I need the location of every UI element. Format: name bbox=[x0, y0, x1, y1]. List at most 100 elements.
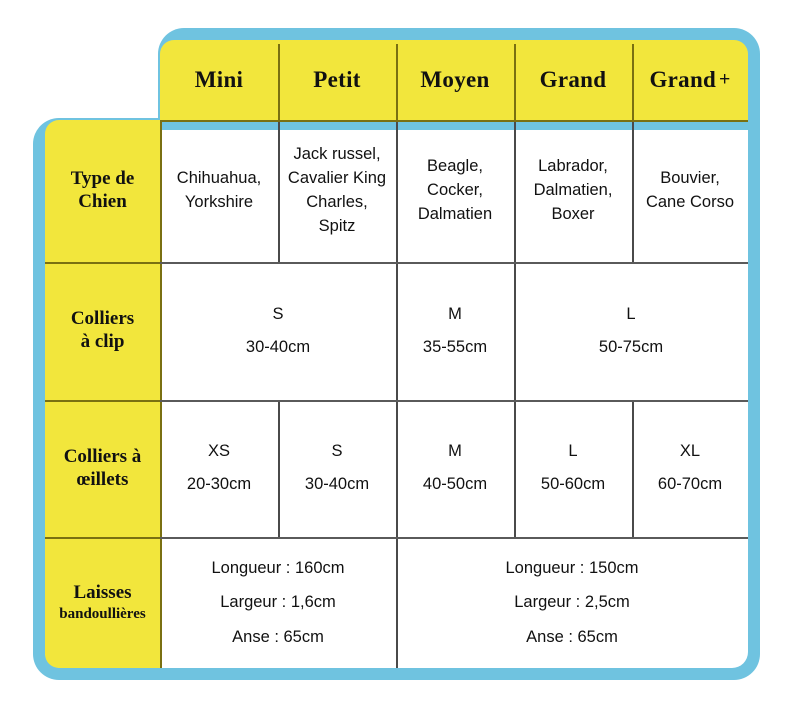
grid-hline bbox=[45, 537, 160, 539]
cell-line: Longueur : 160cm bbox=[211, 558, 345, 577]
cell-range: 30-40cm bbox=[245, 337, 311, 356]
cell-line: Cocker, bbox=[427, 181, 483, 200]
grid-vline bbox=[632, 400, 634, 537]
cell-line: Yorkshire bbox=[184, 193, 254, 211]
cell-line: Cavalier King bbox=[287, 169, 387, 188]
cell-line: Spitz bbox=[318, 216, 356, 235]
label-column-background bbox=[45, 120, 160, 668]
grid-vline bbox=[396, 262, 398, 400]
cell-line: Anse : 65cm bbox=[232, 627, 324, 646]
cell-range: 40-50cm bbox=[422, 475, 488, 493]
cell-breed-moyen: Beagle, Cocker, Dalmatien bbox=[396, 120, 514, 262]
grid-hline bbox=[160, 400, 748, 402]
cell-size: M bbox=[448, 304, 462, 323]
row-label-line1: Colliers à bbox=[63, 445, 142, 467]
cell-line: Longueur : 150cm bbox=[505, 558, 639, 577]
grid-vline bbox=[396, 44, 398, 120]
cell-line: Labrador, bbox=[538, 157, 608, 176]
cell-leash-large: Longueur : 150cm Largeur : 2,5cm Anse : … bbox=[396, 537, 748, 668]
cell-eyelet-collar-xs: XS 20-30cm bbox=[160, 400, 278, 537]
row-label-line1: Laisses bbox=[73, 582, 132, 604]
cell-size: S bbox=[272, 304, 284, 323]
cell-size: L bbox=[626, 304, 636, 323]
cell-line: Boxer bbox=[551, 204, 595, 223]
row-label-type-de-chien: Type de Chien bbox=[45, 120, 160, 262]
row-label-line1: Colliers bbox=[70, 308, 135, 330]
grid-hline bbox=[160, 262, 748, 264]
grid-vline bbox=[278, 400, 280, 537]
column-header-mini-label: Mini bbox=[194, 67, 244, 92]
cell-line: Beagle, bbox=[427, 157, 483, 176]
cell-range: 50-75cm bbox=[598, 337, 664, 356]
cell-line: Chihuahua, bbox=[176, 169, 262, 188]
cell-line: Jack russel, bbox=[293, 145, 381, 164]
column-header-moyen-label: Moyen bbox=[420, 67, 490, 92]
cell-breed-petit: Jack russel, Cavalier King Charles, Spit… bbox=[278, 120, 396, 262]
cell-line: Cane Corso bbox=[645, 193, 735, 211]
column-header-petit-label: Petit bbox=[313, 67, 361, 92]
cell-range: 35-55cm bbox=[422, 337, 488, 356]
cell-size: M bbox=[448, 442, 462, 461]
grid-vline-label-column bbox=[160, 120, 162, 668]
column-header-grand-plus-label: Grand bbox=[649, 67, 717, 92]
grid-vline bbox=[514, 262, 516, 400]
cell-line: Dalmatien bbox=[417, 204, 493, 223]
cell-size: XL bbox=[679, 442, 701, 461]
row-label-laisses-bandoullieres: Laisses bandoullières bbox=[45, 537, 160, 668]
row-label-line2: bandoullières bbox=[59, 605, 146, 622]
cell-range: 50-60cm bbox=[540, 475, 606, 493]
row-label-colliers-a-oeillets: Colliers à œillets bbox=[45, 400, 160, 537]
cell-size: S bbox=[331, 442, 343, 461]
cell-line: Bouvier, bbox=[660, 169, 720, 188]
chart-grid: Mini Petit Moyen Grand Grand + Type de Ch… bbox=[45, 40, 748, 668]
column-header-mini: Mini bbox=[160, 40, 278, 120]
cell-line: Largeur : 1,6cm bbox=[220, 593, 336, 612]
grid-vline bbox=[278, 44, 280, 120]
row-label-line2: Chien bbox=[78, 191, 127, 212]
grid-vline bbox=[514, 120, 516, 262]
cell-eyelet-collar-l: L 50-60cm bbox=[514, 400, 632, 537]
cell-range: 20-30cm bbox=[186, 475, 252, 493]
grid-vline bbox=[396, 120, 398, 262]
column-header-grand: Grand bbox=[514, 40, 632, 120]
column-header-grand-label: Grand bbox=[539, 67, 607, 92]
cell-eyelet-collar-m: M 40-50cm bbox=[396, 400, 514, 537]
cell-leash-small: Longueur : 160cm Largeur : 1,6cm Anse : … bbox=[160, 537, 396, 668]
column-header-petit: Petit bbox=[278, 40, 396, 120]
cell-clip-collar-m: M 35-55cm bbox=[396, 262, 514, 400]
cell-line: Anse : 65cm bbox=[526, 627, 618, 646]
cell-line: Dalmatien, bbox=[533, 181, 613, 200]
column-header-grand-plus: Grand + bbox=[632, 40, 748, 120]
plus-icon: + bbox=[719, 69, 731, 90]
column-header-moyen: Moyen bbox=[396, 40, 514, 120]
cell-line: Charles, bbox=[306, 193, 368, 211]
cell-clip-collar-l: L 50-75cm bbox=[514, 262, 748, 400]
grid-vline bbox=[514, 400, 516, 537]
grid-hline-header bbox=[160, 120, 748, 122]
cell-range: 60-70cm bbox=[657, 475, 723, 493]
cell-size: XS bbox=[207, 442, 230, 461]
cell-breed-mini: Chihuahua, Yorkshire bbox=[160, 120, 278, 262]
cell-range: 30-40cm bbox=[304, 475, 370, 493]
cell-breed-grand-plus: Bouvier, Cane Corso bbox=[632, 120, 748, 262]
row-label-line1: Type de bbox=[70, 168, 135, 190]
cell-breed-grand: Labrador, Dalmatien, Boxer bbox=[514, 120, 632, 262]
cell-clip-collar-s: S 30-40cm bbox=[160, 262, 396, 400]
cell-size: L bbox=[568, 442, 578, 461]
grid-vline bbox=[396, 537, 398, 668]
cell-eyelet-collar-s: S 30-40cm bbox=[278, 400, 396, 537]
cell-line: Largeur : 2,5cm bbox=[514, 593, 630, 612]
grid-hline bbox=[45, 400, 160, 402]
grid-vline bbox=[278, 120, 280, 262]
grid-vline bbox=[514, 44, 516, 120]
grid-vline bbox=[632, 44, 634, 120]
header-row-background bbox=[160, 40, 748, 120]
grid-hline bbox=[45, 262, 160, 264]
grid-hline bbox=[160, 537, 748, 539]
row-label-colliers-a-clip: Colliers à clip bbox=[45, 262, 160, 400]
row-label-line2: œillets bbox=[76, 468, 129, 490]
grid-vline bbox=[632, 120, 634, 262]
grid-vline bbox=[396, 400, 398, 537]
cell-eyelet-collar-xl: XL 60-70cm bbox=[632, 400, 748, 537]
